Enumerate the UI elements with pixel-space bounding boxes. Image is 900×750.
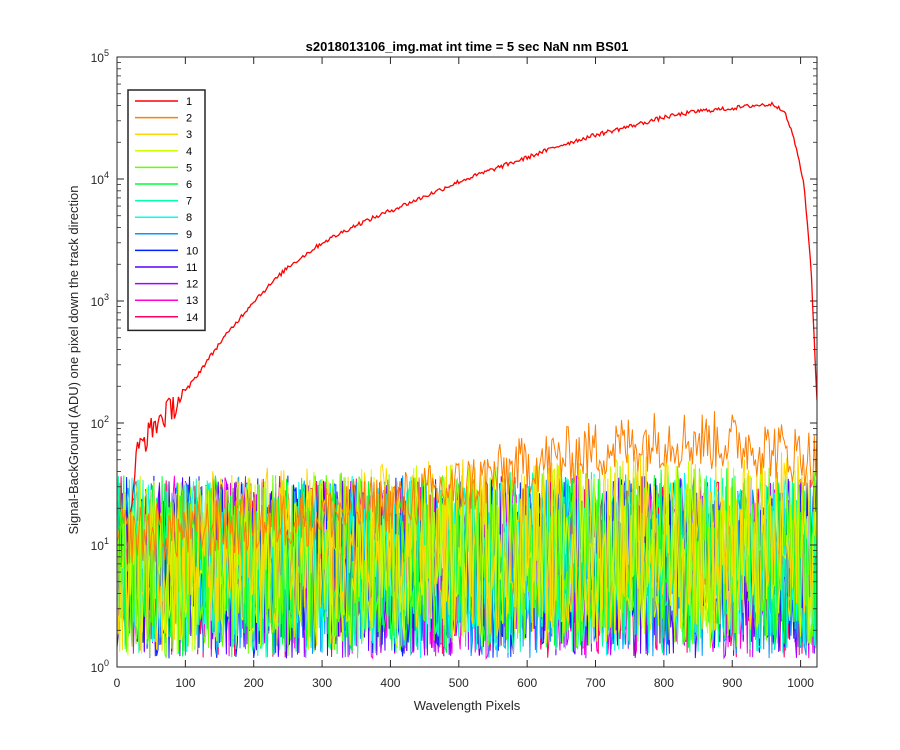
y-tick-label: 102: [91, 414, 109, 431]
y-tick-label: 103: [91, 292, 109, 309]
legend-label-2: 2: [186, 113, 192, 125]
x-tick-label: 800: [654, 676, 674, 690]
x-tick-label: 400: [380, 676, 400, 690]
legend-label-4: 4: [186, 146, 192, 158]
legend-label-7: 7: [186, 196, 192, 208]
chart-title: s2018013106_img.mat int time = 5 sec NaN…: [306, 39, 629, 54]
y-tick-exponent: 5: [104, 48, 109, 58]
y-tick-label: 105: [91, 48, 109, 65]
legend-label-1: 1: [186, 96, 192, 108]
legend-label-11: 11: [186, 262, 197, 274]
series-line-2: [117, 411, 817, 564]
axes-layer: 0 100 200 300 400 500 600 700 800 900 100010010110…: [91, 48, 818, 690]
legend-label-14: 14: [186, 312, 198, 324]
y-tick-label: 100: [91, 658, 109, 675]
y-axis-label: Signal-BackGround (ADU) one pixel down t…: [66, 185, 81, 534]
series-line-3: [117, 450, 817, 652]
x-axis-label: Wavelength Pixels: [414, 698, 521, 713]
y-tick-exponent: 4: [104, 170, 109, 180]
y-tick-exponent: 3: [104, 292, 109, 302]
y-tick-exponent: 1: [104, 536, 109, 546]
x-tick-label: 700: [586, 676, 606, 690]
x-tick-label: 300: [312, 676, 332, 690]
x-tick-label: 0: [114, 676, 121, 690]
x-tick-label: 100: [175, 676, 195, 690]
y-tick-base: 10: [91, 295, 105, 309]
legend-box: [127, 89, 206, 332]
legend-label-10: 10: [186, 245, 198, 257]
legend-label-6: 6: [186, 179, 192, 191]
series-line-1: [130, 101, 817, 512]
y-tick-base: 10: [91, 539, 105, 553]
legend-label-3: 3: [186, 129, 192, 141]
legend-label-5: 5: [186, 162, 192, 174]
y-tick-exponent: 0: [104, 658, 109, 668]
y-tick-base: 10: [91, 51, 105, 65]
legend-label-12: 12: [186, 279, 198, 291]
legend-label-8: 8: [186, 212, 192, 224]
x-tick-label: 200: [244, 676, 264, 690]
plot-frame: [116, 56, 818, 668]
y-tick-exponent: 2: [104, 414, 109, 424]
series-layer: [117, 101, 817, 660]
y-tick-label: 101: [91, 536, 109, 553]
y-tick-label: 104: [91, 170, 109, 187]
x-tick-label: 500: [449, 676, 469, 690]
legend-label-13: 13: [186, 295, 198, 307]
y-tick-base: 10: [91, 173, 105, 187]
y-tick-base: 10: [91, 661, 105, 675]
x-tick-label: 900: [722, 676, 742, 690]
x-tick-label: 1000: [787, 676, 814, 690]
x-tick-label: 600: [517, 676, 537, 690]
y-tick-base: 10: [91, 417, 105, 431]
legend-label-9: 9: [186, 229, 192, 241]
